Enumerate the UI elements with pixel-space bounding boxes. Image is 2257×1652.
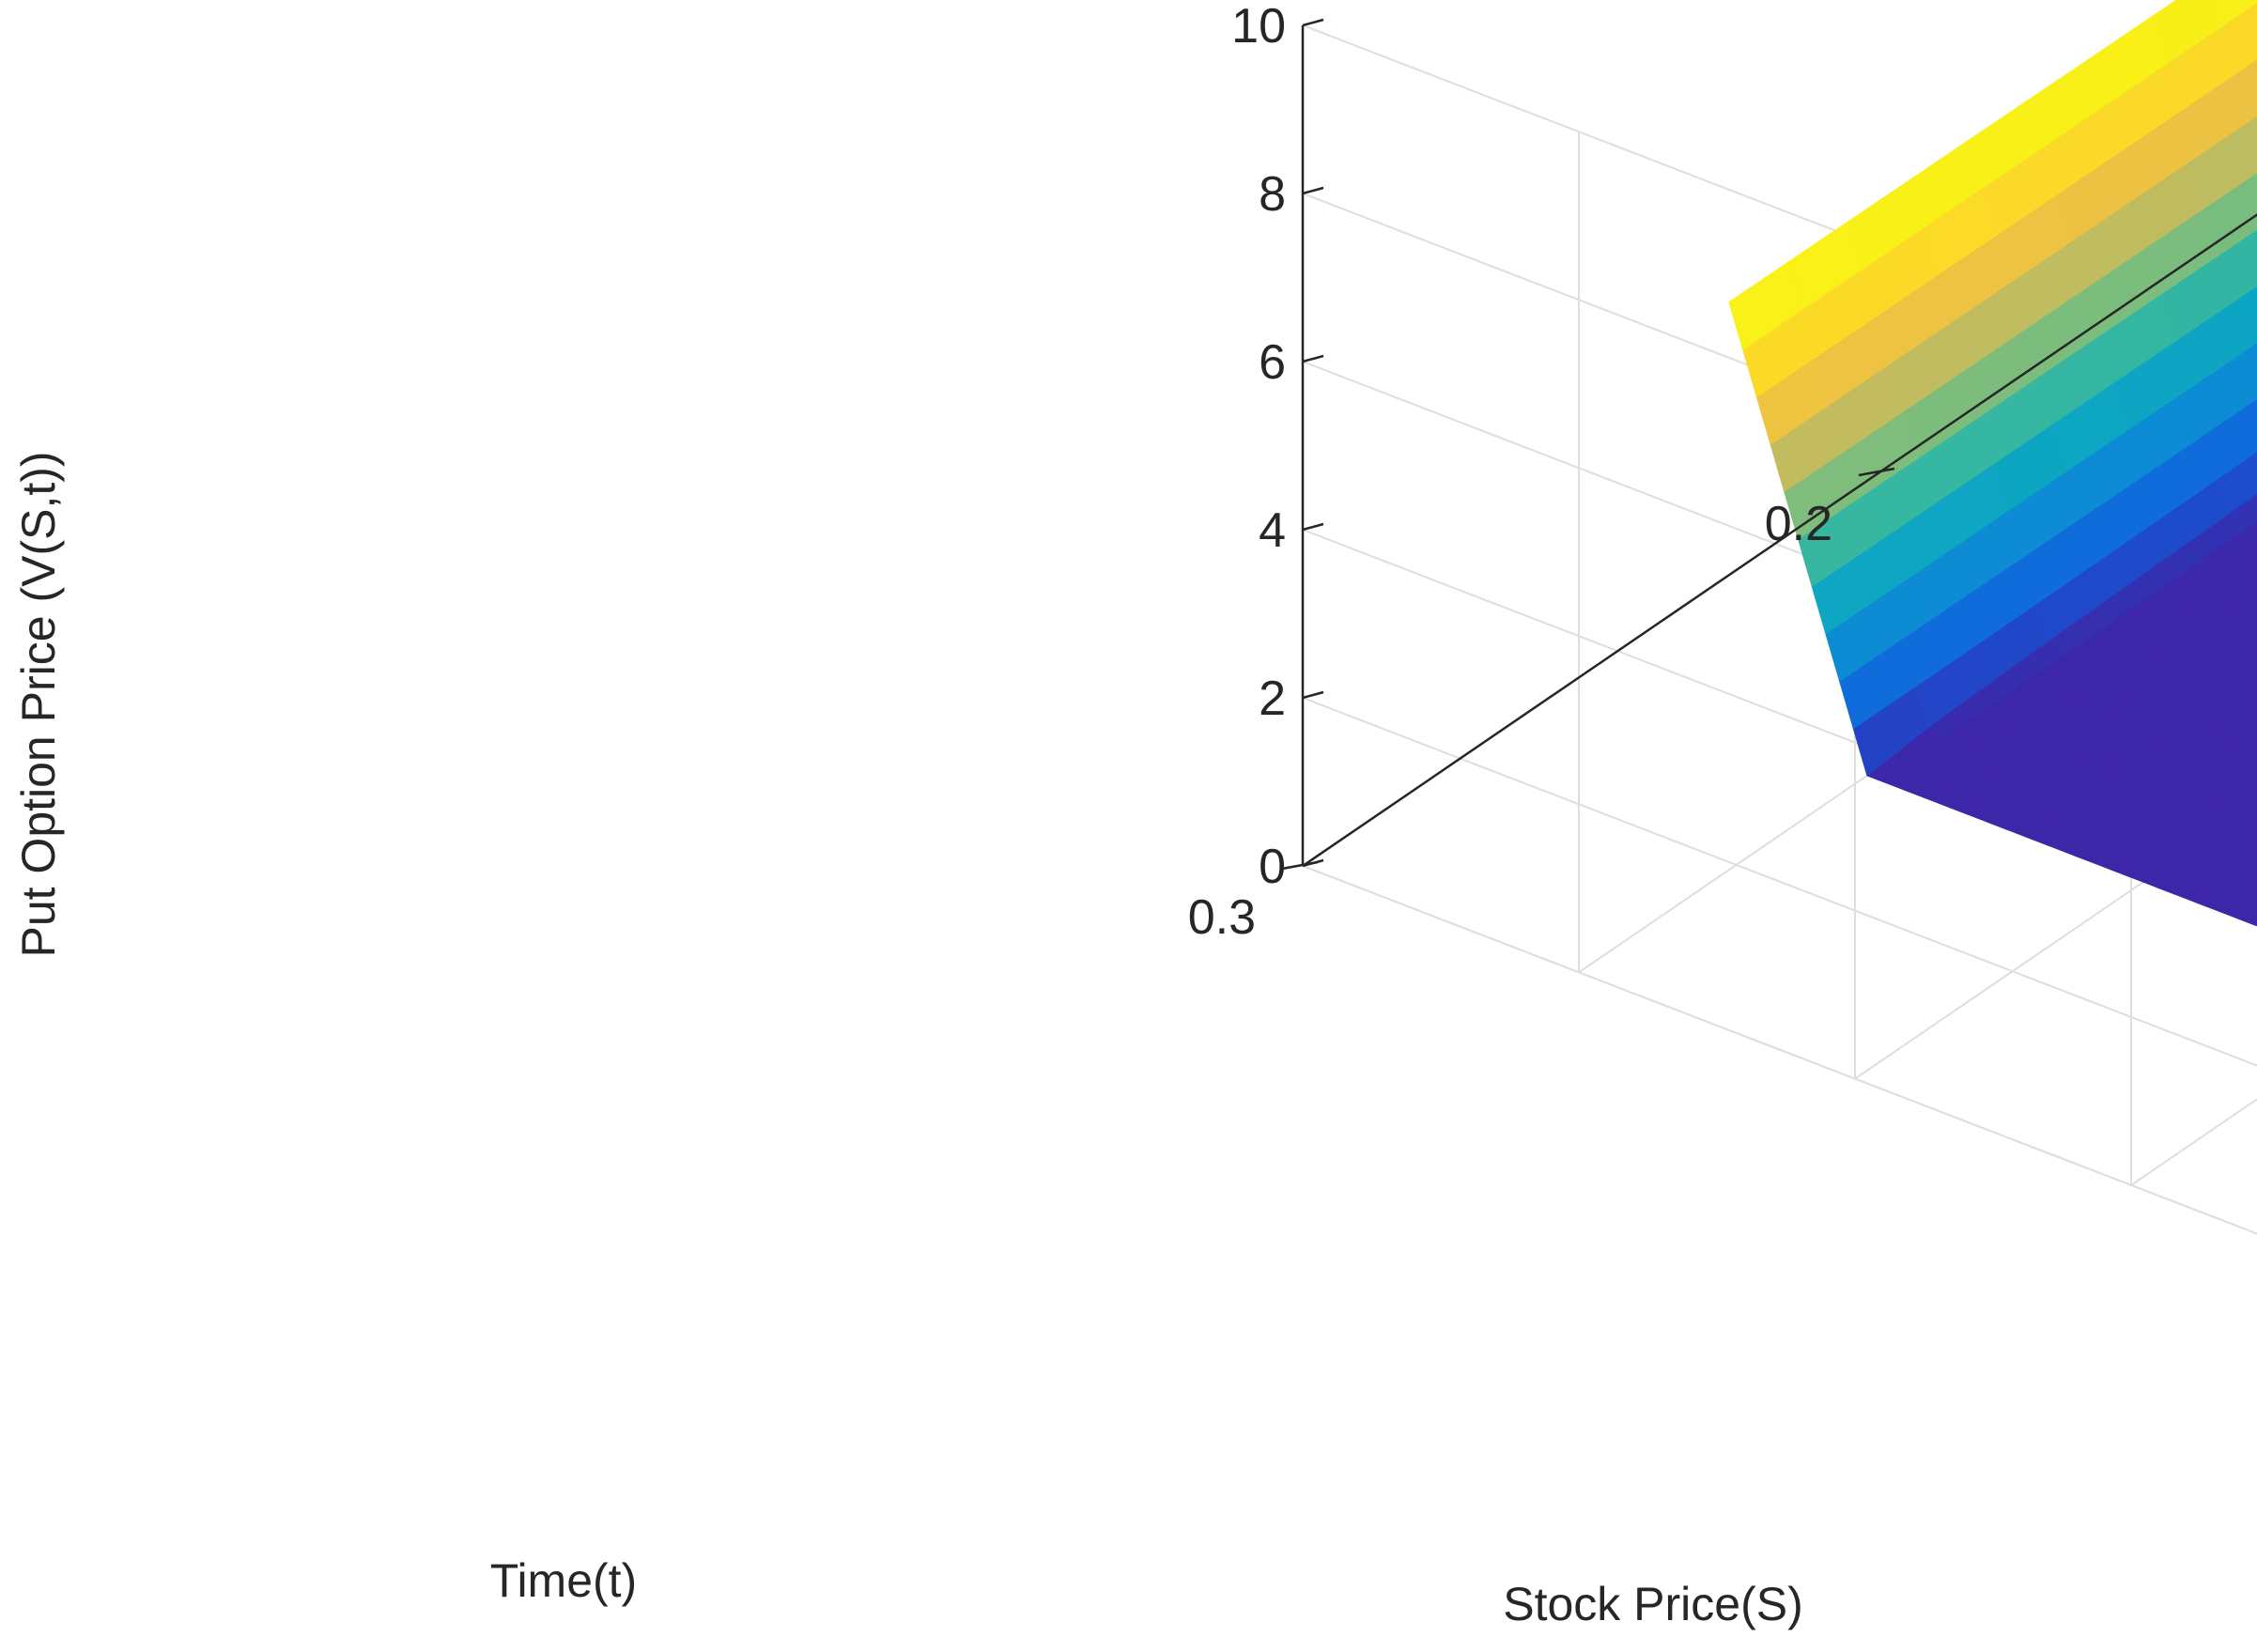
surface-patch xyxy=(2249,789,2257,798)
y-tick-label: 0.2 xyxy=(1765,497,1832,551)
grid-line xyxy=(1302,697,2257,1067)
z-tick-label: 10 xyxy=(1231,0,1286,54)
z-tick-label: 6 xyxy=(1259,335,1286,390)
y-tick xyxy=(1281,860,1319,871)
z-tick xyxy=(1302,354,1324,363)
y-tick-label: 0.3 xyxy=(1188,890,1256,945)
surface-patch xyxy=(2239,906,2257,926)
z-tick xyxy=(1302,690,1324,700)
surface-patch xyxy=(1728,260,1804,350)
z-tick xyxy=(1302,186,1324,195)
z-tick-label: 2 xyxy=(1259,672,1286,726)
y-axis-line xyxy=(1302,213,2257,868)
axes: 024681000.10.20.3010203040 xyxy=(1188,0,2257,945)
z-tick-label: 4 xyxy=(1259,503,1286,558)
surface xyxy=(1728,0,2257,927)
z-tick xyxy=(1302,522,1324,532)
z-axis-label: Put Option Price (V(S,t)) xyxy=(12,451,65,957)
x-axis-label: Stock Price(S) xyxy=(1503,1578,1803,1630)
grid-line xyxy=(1302,865,2257,1235)
z-tick-label: 0 xyxy=(1259,840,1286,894)
grid-line xyxy=(1302,865,2257,1235)
z-tick xyxy=(1302,18,1324,27)
z-tick-label: 8 xyxy=(1259,167,1286,222)
y-axis-label: Time(t) xyxy=(490,1554,637,1607)
y-tick xyxy=(1858,467,1895,477)
surface-patch xyxy=(2245,656,2257,671)
surface-patch xyxy=(2244,847,2257,863)
